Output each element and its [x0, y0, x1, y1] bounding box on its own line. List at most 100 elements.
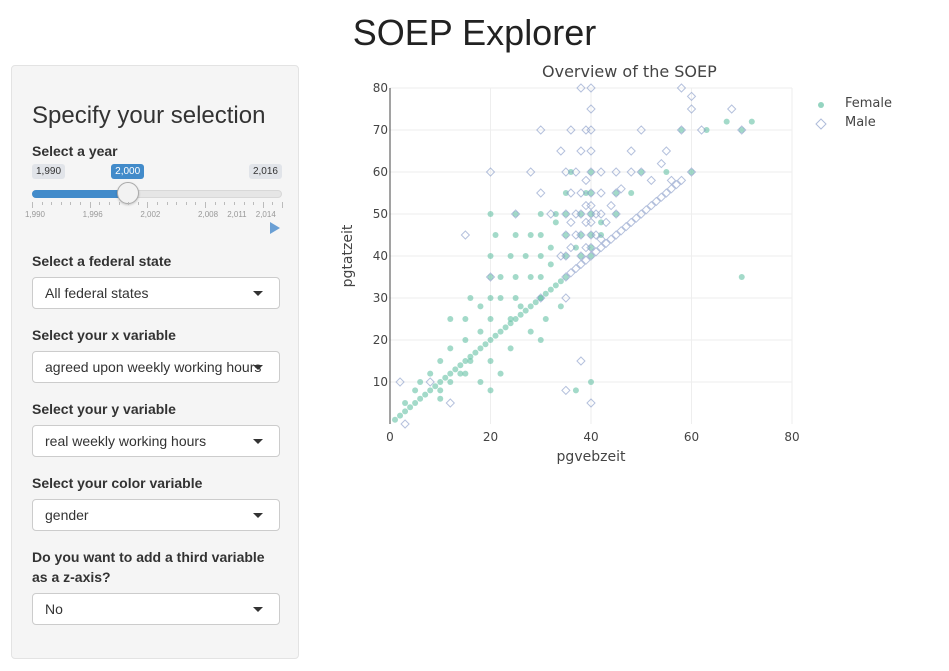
data-point-female — [497, 295, 504, 301]
year-slider[interactable]: 1,990 2,000 2,016 1,990 1,996 2,002 2,008 2,… — [25, 164, 283, 244]
data-point-male — [671, 179, 682, 190]
data-point-female — [437, 387, 444, 394]
data-point-female — [537, 337, 544, 343]
data-point-female — [462, 337, 469, 343]
data-point-female — [497, 370, 504, 377]
data-point-female — [542, 316, 549, 322]
data-point-female — [537, 253, 544, 259]
data-point-female — [397, 412, 404, 419]
slider-tick — [185, 202, 187, 205]
data-point-female — [507, 316, 514, 322]
data-point-male — [566, 268, 576, 278]
data-point-female — [588, 211, 594, 217]
data-point-female — [437, 395, 444, 402]
data-point-female — [512, 232, 519, 238]
caret-down-icon — [253, 291, 263, 296]
data-point-male — [566, 242, 576, 253]
data-point-female — [447, 370, 454, 377]
x-tick-label: 40 — [583, 430, 598, 444]
data-point-female — [588, 253, 594, 259]
data-point-male — [661, 188, 672, 198]
play-icon[interactable] — [270, 222, 280, 234]
data-point-male — [666, 175, 677, 186]
data-point-male — [737, 125, 747, 135]
data-point-male — [566, 188, 576, 198]
y-tick-label: 40 — [373, 249, 388, 263]
slider-tick — [128, 202, 130, 205]
data-point-male — [646, 175, 657, 186]
data-point-female — [517, 303, 524, 310]
data-point-female — [477, 345, 484, 352]
data-point-female — [477, 303, 484, 310]
data-point-male — [581, 175, 591, 186]
data-point-female — [422, 391, 429, 398]
data-point-female — [567, 169, 574, 175]
data-point-male — [581, 255, 591, 265]
data-point-male — [676, 175, 687, 186]
data-point-female — [688, 169, 695, 175]
data-point-female — [402, 408, 409, 415]
color-variable-value: gender — [45, 507, 89, 523]
data-point-male — [641, 205, 651, 215]
x-tick-label: 0 — [386, 430, 394, 444]
data-point-female — [577, 211, 584, 217]
slider-tick — [214, 202, 216, 205]
slider-tick — [80, 202, 82, 205]
data-point-male — [591, 230, 601, 240]
y-tick-label: 30 — [373, 291, 388, 305]
y-variable-value: real weekly working hours — [45, 433, 207, 449]
data-point-male — [636, 125, 646, 135]
data-point-female — [482, 341, 489, 348]
slider-tick — [243, 202, 245, 205]
data-point-female — [487, 387, 494, 394]
x-variable-select[interactable]: agreed upon weekly working hours — [32, 351, 280, 383]
data-point-female — [547, 244, 554, 251]
data-point-female — [723, 118, 730, 125]
data-point-female — [522, 253, 529, 259]
slider-tick — [205, 202, 207, 208]
data-point-female — [572, 244, 579, 251]
data-point-female — [588, 244, 594, 251]
data-point-female — [663, 169, 670, 175]
data-point-female — [512, 274, 519, 280]
z-axis-select[interactable]: No — [32, 593, 280, 625]
slider-tick — [253, 202, 255, 205]
data-point-female — [537, 232, 544, 238]
data-point-male — [626, 146, 636, 156]
data-point-female — [552, 211, 559, 217]
data-point-male — [666, 184, 677, 194]
data-point-female — [613, 211, 620, 217]
data-point-female — [412, 400, 419, 406]
federal-state-value: All federal states — [45, 285, 149, 301]
data-point-female — [497, 274, 504, 280]
data-point-female — [437, 379, 444, 385]
data-point-male — [525, 167, 536, 177]
data-point-female — [467, 295, 474, 301]
data-point-male — [576, 209, 586, 219]
data-point-female — [527, 232, 534, 238]
data-point-male — [586, 125, 596, 135]
slider-tick-label: 2,011 — [227, 210, 247, 219]
data-point-female — [527, 274, 534, 280]
data-point-male — [616, 184, 626, 194]
data-point-female — [512, 316, 519, 322]
data-point-female — [562, 190, 569, 196]
z-axis-value: No — [45, 601, 63, 617]
data-point-female — [562, 253, 569, 259]
slider-tick — [99, 202, 101, 205]
slider-handle[interactable] — [117, 182, 140, 204]
y-variable-select[interactable]: real weekly working hours — [32, 425, 280, 457]
data-point-female — [487, 211, 494, 217]
scatter-plot-svg[interactable]: 0 20 40 60 80 10 20 30 40 50 60 70 80 pgvebzeit pgtatz… — [330, 55, 930, 475]
data-point-female — [427, 370, 434, 377]
federal-state-select[interactable]: All federal states — [32, 277, 280, 309]
color-variable-select[interactable]: gender — [32, 499, 280, 531]
data-point-female — [588, 169, 594, 175]
scatter-plot[interactable]: Overview of the SOEP 0 20 40 60 80 10 20 30 40 50… — [330, 55, 930, 475]
data-point-male — [400, 419, 410, 429]
data-point-male — [395, 377, 405, 387]
y-variable-label: Select your y variable — [32, 401, 176, 417]
slider-tick — [32, 202, 33, 208]
data-point-female — [467, 358, 474, 364]
data-point-male — [611, 230, 621, 240]
